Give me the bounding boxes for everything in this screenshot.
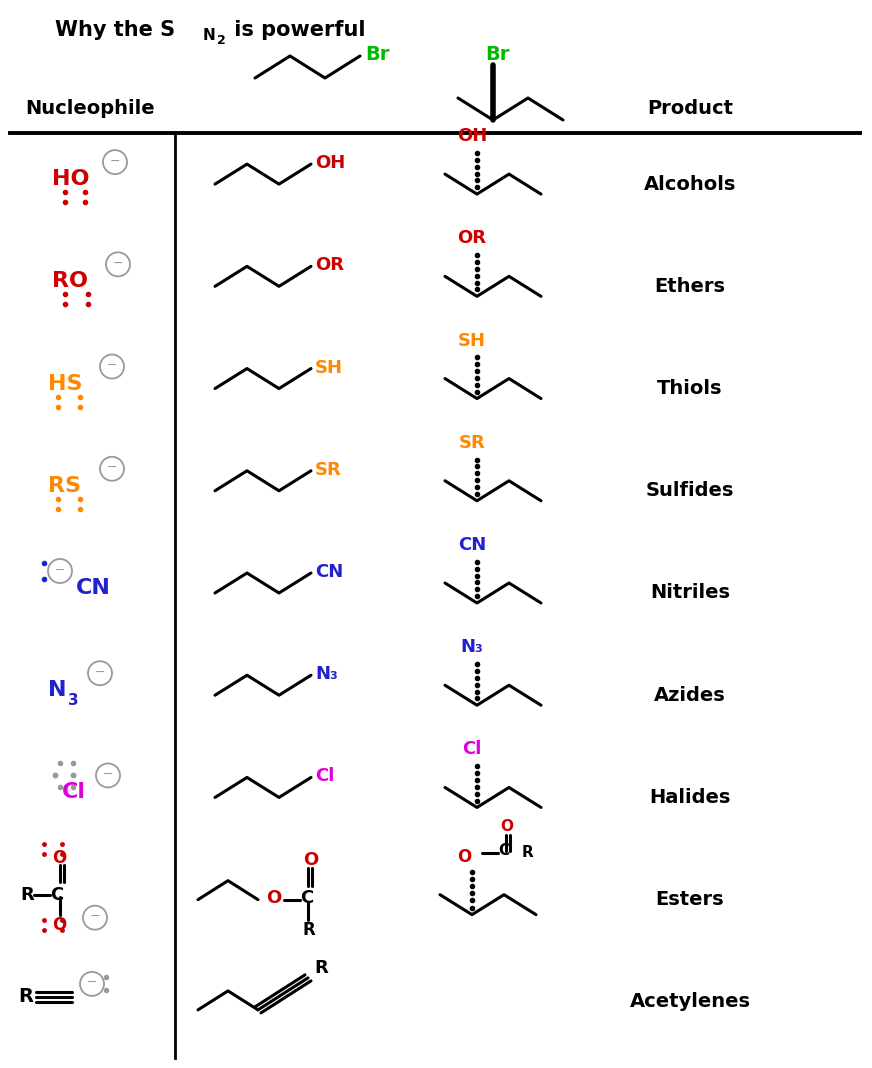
Text: R: R [522,845,534,860]
Text: Sulfides: Sulfides [646,482,734,500]
Text: Ethers: Ethers [655,277,726,296]
Text: OR: OR [315,256,344,274]
Text: −: − [112,256,123,270]
Text: −: − [90,910,100,923]
Text: O: O [500,819,513,834]
Text: N₃: N₃ [315,665,337,684]
Text: C: C [50,885,64,904]
Text: O: O [266,889,282,907]
Text: Alcohols: Alcohols [644,174,736,193]
Text: −: − [55,564,65,577]
Text: HS: HS [48,374,83,393]
Text: Br: Br [365,45,390,63]
Text: RS: RS [48,475,81,496]
Text: R: R [314,959,328,977]
Text: Nucleophile: Nucleophile [25,98,155,117]
Text: N₃: N₃ [460,639,483,656]
Text: RO: RO [52,271,88,292]
Text: −: − [106,359,117,372]
Text: CN: CN [315,563,344,581]
Text: N: N [203,28,215,43]
Text: OH: OH [315,154,345,172]
Text: O: O [52,849,66,866]
Text: is powerful: is powerful [227,20,365,40]
Text: O: O [52,915,66,933]
Text: SH: SH [315,359,343,377]
Text: CN: CN [458,536,486,554]
Text: Acetylenes: Acetylenes [630,992,751,1011]
Text: O: O [457,848,471,866]
Text: N: N [48,680,66,701]
Text: Why the S: Why the S [55,20,175,40]
Text: 2: 2 [217,33,226,47]
Text: C: C [498,843,509,859]
Text: Esters: Esters [656,890,725,909]
Text: −: − [106,461,117,474]
Text: R: R [20,885,34,904]
Text: Halides: Halides [650,788,731,807]
Text: Product: Product [647,98,733,117]
Text: SR: SR [315,460,342,478]
Text: 3: 3 [68,693,78,708]
Text: −: − [110,155,120,168]
Text: Azides: Azides [654,686,726,705]
Text: SR: SR [459,434,486,452]
Text: Nitriles: Nitriles [650,583,730,602]
Text: OR: OR [458,230,487,248]
Text: SH: SH [458,331,486,349]
Text: −: − [95,665,106,679]
Text: CN: CN [76,578,111,598]
Text: Cl: Cl [315,768,334,785]
Text: Cl: Cl [62,783,86,802]
Text: R: R [18,988,33,1006]
Text: Br: Br [485,46,509,64]
Text: −: − [86,976,98,989]
Text: Thiols: Thiols [657,379,723,398]
Text: Cl: Cl [462,740,481,758]
Text: C: C [300,889,313,907]
Text: OH: OH [457,127,487,145]
Text: R: R [302,921,315,939]
Text: O: O [303,851,318,868]
Text: −: − [103,768,113,781]
Text: HO: HO [52,169,90,189]
